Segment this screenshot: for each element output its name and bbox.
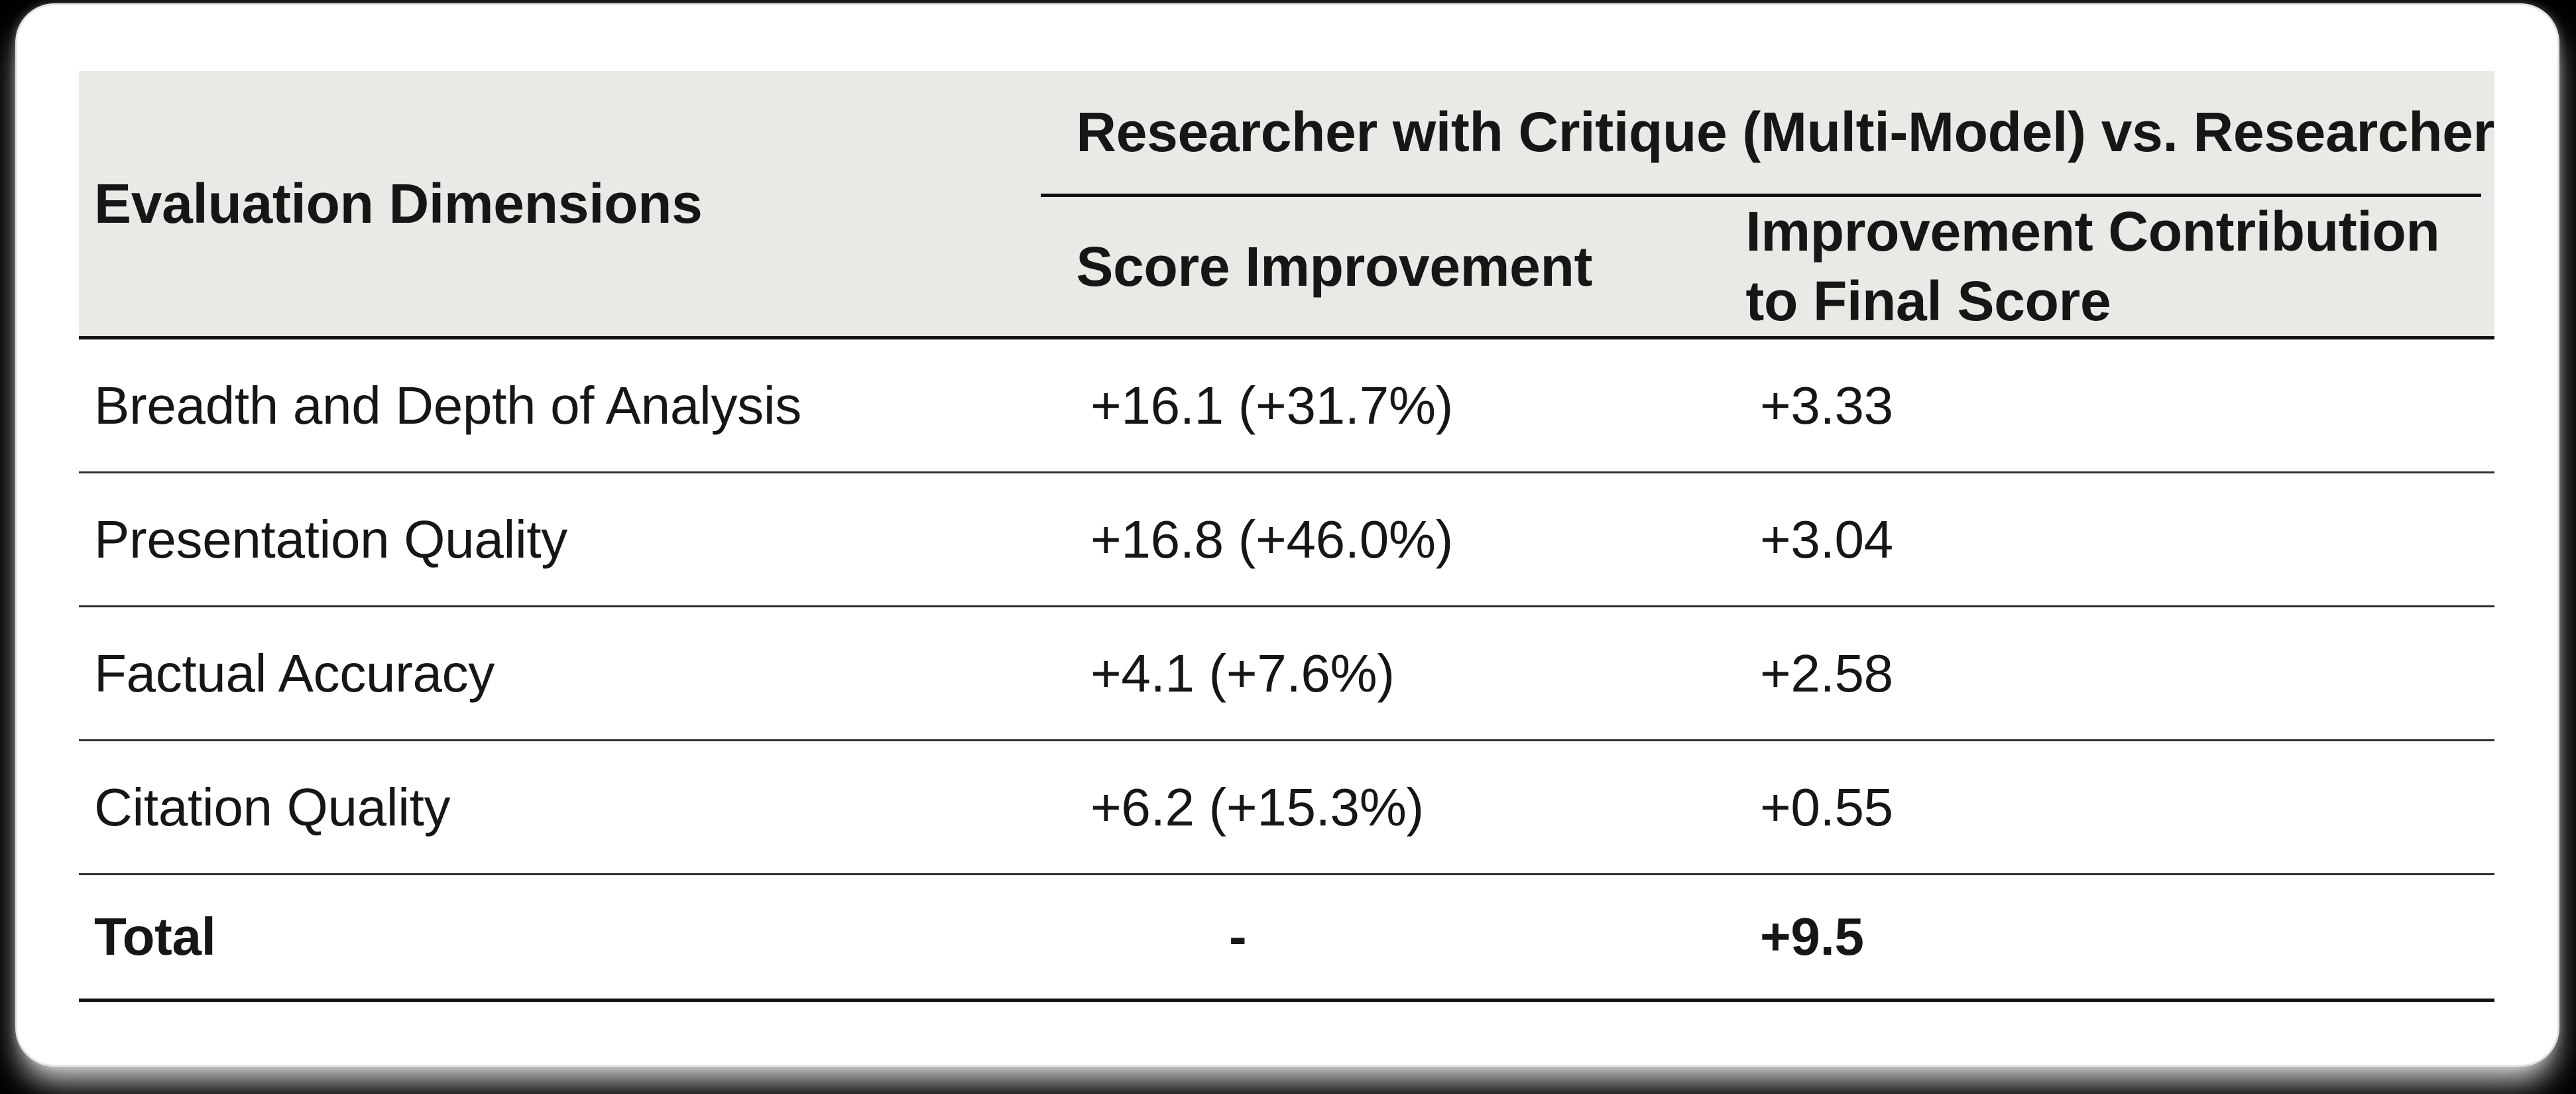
- table-row: Presentation Quality +16.8 (+46.0%) +3.0…: [79, 473, 2494, 607]
- evaluation-table: Evaluation Dimensions Researcher with Cr…: [79, 71, 2494, 1002]
- col-header-evaluation-dimensions: Evaluation Dimensions: [94, 172, 703, 235]
- table-header-band: Evaluation Dimensions Researcher with Cr…: [79, 71, 2494, 339]
- table-row: Breadth and Depth of Analysis +16.1 (+31…: [79, 339, 2494, 473]
- cell-dimension: Factual Accuracy: [94, 643, 495, 703]
- cell-contribution: +9.5: [1760, 907, 1864, 966]
- cell-contribution: +3.04: [1760, 509, 1893, 569]
- table-row: Factual Accuracy +4.1 (+7.6%) +2.58: [79, 607, 2494, 741]
- sub-header-row: Score Improvement Improvement Contributi…: [1076, 194, 2494, 336]
- cmidrule-divider: [1041, 194, 2481, 197]
- cell-contribution: +2.58: [1760, 643, 1893, 703]
- table-row: Citation Quality +6.2 (+15.3%) +0.55: [79, 741, 2494, 875]
- cell-contribution: +3.33: [1760, 375, 1893, 435]
- span-header-title: Researcher with Critique (Multi-Model) v…: [1076, 101, 2494, 163]
- cell-score: +6.2 (+15.3%): [1090, 777, 1424, 837]
- cell-contribution: +0.55: [1760, 777, 1893, 837]
- cell-dimension: Presentation Quality: [94, 509, 567, 569]
- col-header-improvement-contribution: Improvement Contribution to Final Score: [1745, 200, 2440, 332]
- table-card: Evaluation Dimensions Researcher with Cr…: [17, 5, 2557, 1065]
- cell-score: +16.1 (+31.7%): [1090, 375, 1454, 435]
- span-header-group: Researcher with Critique (Multi-Model) v…: [1041, 71, 2494, 336]
- cell-dimension: Total: [94, 907, 216, 966]
- table-row-total: Total - +9.5: [79, 875, 2494, 1002]
- cell-score: +4.1 (+7.6%): [1090, 643, 1395, 703]
- cell-dimension: Breadth and Depth of Analysis: [94, 375, 801, 435]
- col-header-score-improvement: Score Improvement: [1076, 235, 1593, 298]
- cell-score: -: [1229, 907, 1247, 966]
- cell-score: +16.8 (+46.0%): [1090, 509, 1454, 569]
- cell-dimension: Citation Quality: [94, 777, 451, 837]
